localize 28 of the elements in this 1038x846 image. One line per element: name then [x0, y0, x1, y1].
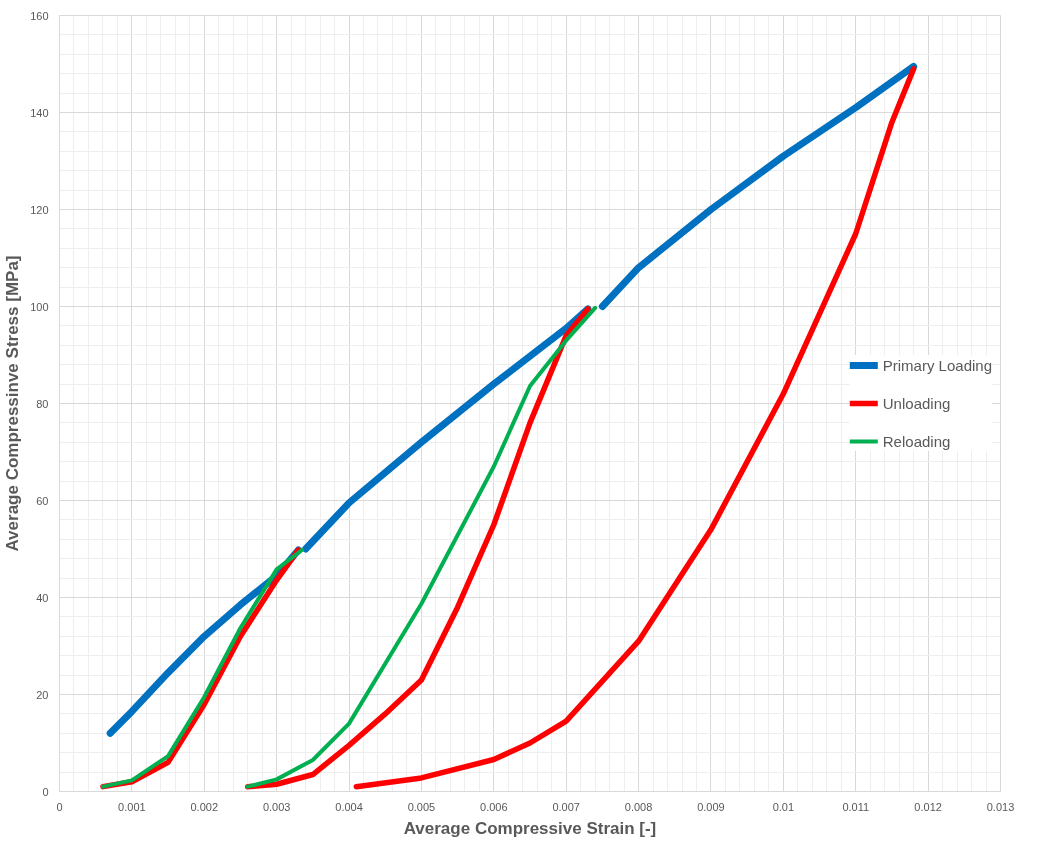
- x-tick-label: 0.005: [407, 800, 436, 813]
- legend-label: Reloading: [882, 432, 951, 450]
- x-tick-label: 0.011: [842, 800, 870, 813]
- x-tick-label: 0.001: [118, 800, 146, 813]
- y-tick-label: 60: [36, 494, 49, 507]
- x-tick-label: 0.004: [335, 800, 363, 813]
- y-tick-label: 20: [36, 688, 49, 701]
- x-tick-label: 0.012: [914, 800, 942, 813]
- y-tick-label: 40: [36, 591, 49, 604]
- legend-label: Primary Loading: [882, 356, 992, 374]
- x-tick-label: 0.008: [624, 800, 653, 813]
- y-tick-label: 100: [30, 300, 49, 313]
- y-tick-label: 80: [36, 397, 49, 410]
- y-tick-label: 120: [30, 203, 49, 216]
- x-tick-label: 0: [56, 800, 63, 813]
- x-tick-label: 0.009: [697, 800, 725, 813]
- x-tick-label: 0.007: [552, 800, 580, 813]
- y-axis-title: Average Compressinve Stress [MPa]: [3, 255, 23, 552]
- y-tick-label: 160: [30, 9, 49, 22]
- x-tick-label: 0.003: [262, 800, 291, 813]
- x-axis-title: Average Compressive Strain [-]: [403, 818, 657, 838]
- y-tick-label: 0: [42, 785, 49, 798]
- x-tick-label: 0.002: [190, 800, 219, 813]
- legend-label: Unloading: [882, 394, 951, 412]
- x-tick-label: 0.013: [986, 800, 1015, 813]
- x-tick-label: 0.01: [772, 800, 795, 813]
- y-tick-label: 140: [30, 106, 49, 119]
- x-tick-label: 0.006: [480, 800, 508, 813]
